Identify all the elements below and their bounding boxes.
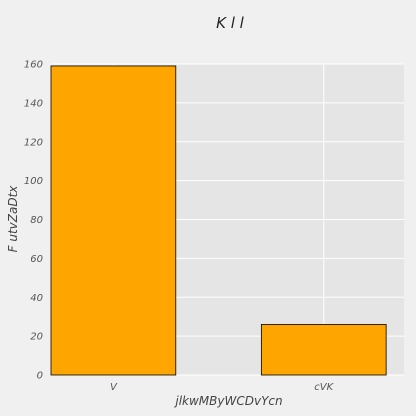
x-tick-label: cVK [314,382,334,393]
y-tick-label: 100 [24,176,43,187]
y-tick-label: 160 [24,60,43,71]
bars [50,65,387,376]
y-tick-label: 20 [30,332,43,343]
y-tick-label: 140 [24,98,43,109]
bar-cVK [260,324,387,376]
y-tick-label: 120 [24,137,43,148]
y-tick-label: 0 [37,371,43,382]
chart-title: K l l [216,14,245,32]
y-tick-label: 60 [30,254,43,265]
y-tick-label: 40 [30,293,43,304]
y-axis-label: F utvZaDtx [6,185,20,253]
y-axis-ticks: 0 20 40 60 80 100 120 140 160 [24,60,43,382]
x-tick-label: V [110,382,118,393]
bar-V [50,65,177,376]
y-tick-label: 80 [30,215,43,226]
x-axis-label: jlkwMByWCDvYcn [173,394,282,408]
